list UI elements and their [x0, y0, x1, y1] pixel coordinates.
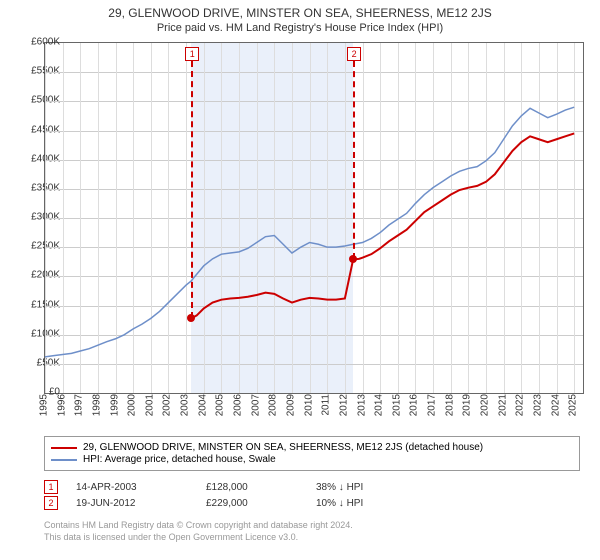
x-tick-label: 1997 [74, 394, 85, 416]
sale-marker-badge: 2 [44, 496, 58, 510]
sale-date: 14-APR-2003 [76, 482, 206, 493]
legend-swatch [51, 447, 77, 449]
sale-table: 1 14-APR-2003£128,00038% ↓ HPI 2 19-JUN-201… [44, 478, 580, 512]
sale-date: 19-JUN-2012 [76, 498, 206, 509]
x-tick-label: 2010 [303, 394, 314, 416]
chart-container: 29, GLENWOOD DRIVE, MINSTER ON SEA, SHEE… [0, 0, 600, 560]
x-tick-label: 2014 [374, 394, 385, 416]
x-tick-label: 1998 [91, 394, 102, 416]
x-tick-label: 2002 [162, 394, 173, 416]
x-tick-label: 2025 [568, 394, 579, 416]
legend-item: HPI: Average price, detached house, Swal… [51, 454, 573, 465]
sale-price: £229,000 [206, 498, 316, 509]
sale-diff: 10% ↓ HPI [316, 498, 416, 509]
x-tick-label: 2022 [515, 394, 526, 416]
marker-dot [187, 314, 195, 322]
x-tick-label: 2019 [462, 394, 473, 416]
x-tick-label: 2008 [268, 394, 279, 416]
line-plot [45, 43, 583, 393]
attribution-line2: This data is licensed under the Open Gov… [44, 532, 353, 544]
x-tick-label: 2020 [479, 394, 490, 416]
x-tick-label: 2009 [285, 394, 296, 416]
attribution-line1: Contains HM Land Registry data © Crown c… [44, 520, 353, 532]
x-tick-label: 2003 [180, 394, 191, 416]
chart-title: 29, GLENWOOD DRIVE, MINSTER ON SEA, SHEE… [0, 6, 600, 20]
x-tick-label: 2023 [532, 394, 543, 416]
x-tick-label: 2021 [497, 394, 508, 416]
marker-dot [349, 255, 357, 263]
marker-line [353, 61, 355, 259]
x-tick-label: 2013 [356, 394, 367, 416]
x-tick-label: 2007 [250, 394, 261, 416]
chart-subtitle: Price paid vs. HM Land Registry's House … [0, 22, 600, 34]
x-tick-label: 2024 [550, 394, 561, 416]
x-tick-label: 2000 [127, 394, 138, 416]
x-tick-label: 2006 [233, 394, 244, 416]
x-tick-label: 2005 [215, 394, 226, 416]
sale-price: £128,000 [206, 482, 316, 493]
x-tick-label: 2001 [144, 394, 155, 416]
marker-line [191, 61, 193, 318]
x-tick-label: 2004 [197, 394, 208, 416]
x-tick-label: 1996 [56, 394, 67, 416]
marker-badge: 1 [185, 47, 199, 61]
sale-row: 2 19-JUN-2012£229,00010% ↓ HPI [44, 496, 580, 510]
plot-area: 12 [44, 42, 584, 394]
legend: 29, GLENWOOD DRIVE, MINSTER ON SEA, SHEE… [44, 436, 580, 471]
x-tick-label: 2018 [444, 394, 455, 416]
sale-row: 1 14-APR-2003£128,00038% ↓ HPI [44, 480, 580, 494]
sale-marker-badge: 1 [44, 480, 58, 494]
legend-swatch [51, 459, 77, 461]
series-line [45, 107, 574, 357]
x-tick-label: 2011 [321, 394, 332, 416]
x-tick-label: 1995 [39, 394, 50, 416]
x-tick-label: 1999 [109, 394, 120, 416]
legend-label: 29, GLENWOOD DRIVE, MINSTER ON SEA, SHEE… [83, 442, 483, 453]
x-tick-label: 2016 [409, 394, 420, 416]
x-tick-label: 2012 [338, 394, 349, 416]
x-tick-label: 2015 [391, 394, 402, 416]
legend-item: 29, GLENWOOD DRIVE, MINSTER ON SEA, SHEE… [51, 442, 573, 453]
attribution: Contains HM Land Registry data © Crown c… [44, 520, 353, 543]
series-line [191, 133, 574, 318]
x-tick-label: 2017 [427, 394, 438, 416]
marker-badge: 2 [347, 47, 361, 61]
sale-diff: 38% ↓ HPI [316, 482, 416, 493]
title-block: 29, GLENWOOD DRIVE, MINSTER ON SEA, SHEE… [0, 0, 600, 34]
legend-label: HPI: Average price, detached house, Swal… [83, 454, 276, 465]
